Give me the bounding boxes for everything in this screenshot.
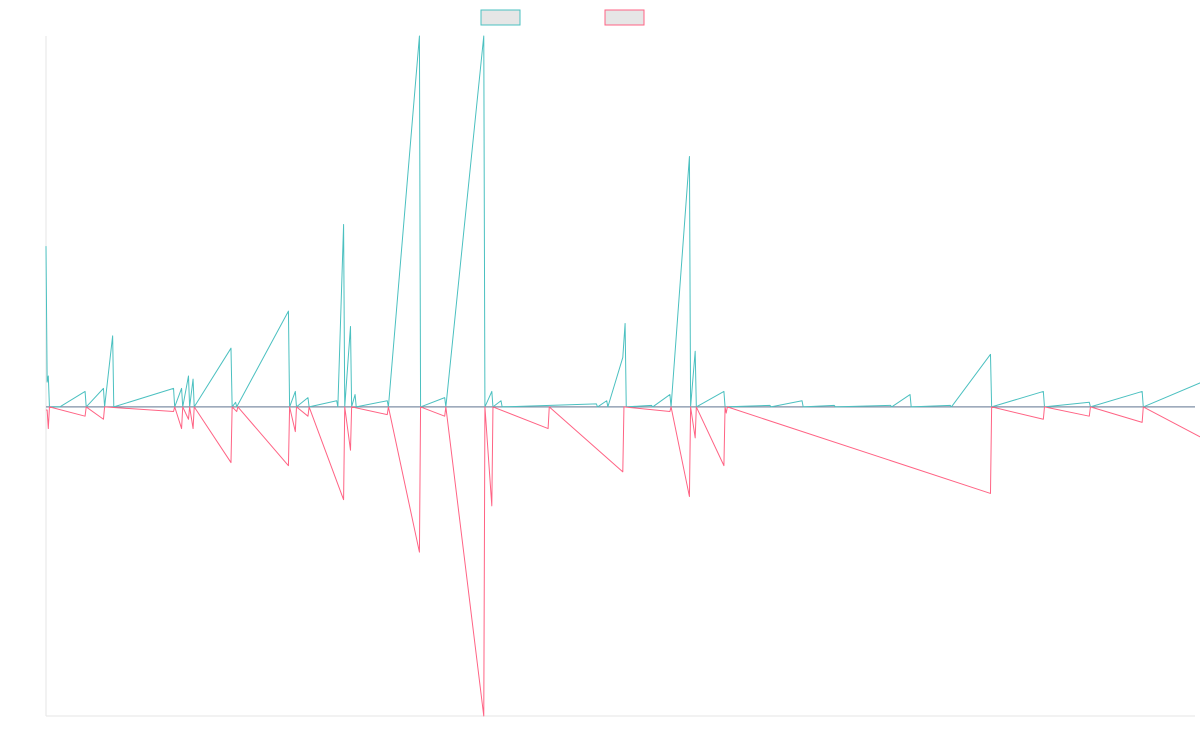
series-1-line <box>45 35 1200 408</box>
legend-swatch-series-1[interactable] <box>480 9 521 26</box>
legend-swatch-series-2[interactable] <box>604 9 645 26</box>
legend <box>480 9 645 26</box>
series-2-line <box>46 406 1200 717</box>
